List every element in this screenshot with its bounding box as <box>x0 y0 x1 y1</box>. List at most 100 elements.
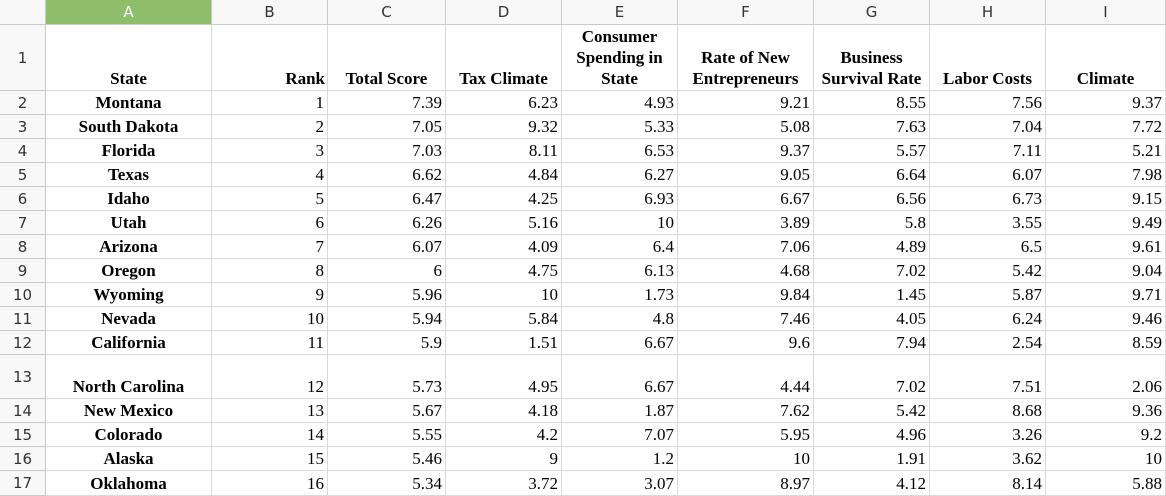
value-cell[interactable]: 10 <box>1046 447 1166 471</box>
value-cell[interactable]: 3.89 <box>678 211 814 235</box>
value-cell[interactable]: 5.67 <box>328 399 446 423</box>
value-cell[interactable]: 9.71 <box>1046 283 1166 307</box>
value-cell[interactable]: 3.72 <box>446 471 562 496</box>
value-cell[interactable]: 9 <box>212 283 328 307</box>
value-cell[interactable]: 5.94 <box>328 307 446 331</box>
value-cell[interactable]: 2.06 <box>1046 355 1166 399</box>
value-cell[interactable]: 3.55 <box>930 211 1046 235</box>
value-cell[interactable]: 6.73 <box>930 187 1046 211</box>
value-cell[interactable]: 9.49 <box>1046 211 1166 235</box>
value-cell[interactable]: 10 <box>446 283 562 307</box>
value-cell[interactable]: 5.88 <box>1046 471 1166 496</box>
value-cell[interactable]: 4.25 <box>446 187 562 211</box>
value-cell[interactable]: 6 <box>328 259 446 283</box>
state-cell[interactable]: South Dakota <box>46 115 212 139</box>
value-cell[interactable]: 4.96 <box>814 423 930 447</box>
column-header-h[interactable]: H <box>930 0 1046 25</box>
value-cell[interactable]: 4.95 <box>446 355 562 399</box>
row-header-4[interactable]: 4 <box>0 139 46 163</box>
column-header-c[interactable]: C <box>328 0 446 25</box>
value-cell[interactable]: 15 <box>212 447 328 471</box>
value-cell[interactable]: 9.37 <box>1046 91 1166 115</box>
value-cell[interactable]: 1.91 <box>814 447 930 471</box>
value-cell[interactable]: 1.51 <box>446 331 562 355</box>
value-cell[interactable]: 9.15 <box>1046 187 1166 211</box>
row-header-5[interactable]: 5 <box>0 163 46 187</box>
value-cell[interactable]: 4.75 <box>446 259 562 283</box>
row-header-7[interactable]: 7 <box>0 211 46 235</box>
row-header-1[interactable]: 1 <box>0 25 46 91</box>
value-cell[interactable]: 4.09 <box>446 235 562 259</box>
value-cell[interactable]: 7.04 <box>930 115 1046 139</box>
column-header-i[interactable]: I <box>1046 0 1166 25</box>
value-cell[interactable]: 8.11 <box>446 139 562 163</box>
value-cell[interactable]: 6.07 <box>930 163 1046 187</box>
value-cell[interactable]: 4.44 <box>678 355 814 399</box>
state-cell[interactable]: New Mexico <box>46 399 212 423</box>
value-cell[interactable]: 7.02 <box>814 355 930 399</box>
value-cell[interactable]: 2.54 <box>930 331 1046 355</box>
header-cell-business-survival[interactable]: Business Survival Rate <box>814 25 930 91</box>
value-cell[interactable]: 7.63 <box>814 115 930 139</box>
value-cell[interactable]: 8.68 <box>930 399 1046 423</box>
value-cell[interactable]: 7.05 <box>328 115 446 139</box>
value-cell[interactable]: 6.26 <box>328 211 446 235</box>
value-cell[interactable]: 1.73 <box>562 283 678 307</box>
value-cell[interactable]: 1 <box>212 91 328 115</box>
value-cell[interactable]: 5.95 <box>678 423 814 447</box>
state-cell[interactable]: Oklahoma <box>46 471 212 496</box>
column-header-b[interactable]: B <box>212 0 328 25</box>
value-cell[interactable]: 9.21 <box>678 91 814 115</box>
value-cell[interactable]: 13 <box>212 399 328 423</box>
value-cell[interactable]: 7.03 <box>328 139 446 163</box>
state-cell[interactable]: Alaska <box>46 447 212 471</box>
value-cell[interactable]: 5.16 <box>446 211 562 235</box>
value-cell[interactable]: 4.18 <box>446 399 562 423</box>
state-cell[interactable]: Colorado <box>46 423 212 447</box>
value-cell[interactable]: 7.06 <box>678 235 814 259</box>
value-cell[interactable]: 4 <box>212 163 328 187</box>
value-cell[interactable]: 9.2 <box>1046 423 1166 447</box>
value-cell[interactable]: 6.07 <box>328 235 446 259</box>
value-cell[interactable]: 6.67 <box>678 187 814 211</box>
state-cell[interactable]: Oregon <box>46 259 212 283</box>
value-cell[interactable]: 2 <box>212 115 328 139</box>
value-cell[interactable]: 3.62 <box>930 447 1046 471</box>
value-cell[interactable]: 9.04 <box>1046 259 1166 283</box>
value-cell[interactable]: 11 <box>212 331 328 355</box>
value-cell[interactable]: 9 <box>446 447 562 471</box>
column-header-f[interactable]: F <box>678 0 814 25</box>
header-cell-consumer-spending[interactable]: Consumer Spending in State <box>562 25 678 91</box>
value-cell[interactable]: 4.8 <box>562 307 678 331</box>
value-cell[interactable]: 7.98 <box>1046 163 1166 187</box>
value-cell[interactable]: 9.46 <box>1046 307 1166 331</box>
value-cell[interactable]: 3.26 <box>930 423 1046 447</box>
value-cell[interactable]: 8.59 <box>1046 331 1166 355</box>
state-cell[interactable]: Arizona <box>46 235 212 259</box>
value-cell[interactable]: 9.32 <box>446 115 562 139</box>
value-cell[interactable]: 4.89 <box>814 235 930 259</box>
value-cell[interactable]: 4.68 <box>678 259 814 283</box>
value-cell[interactable]: 5.57 <box>814 139 930 163</box>
value-cell[interactable]: 8 <box>212 259 328 283</box>
value-cell[interactable]: 6.13 <box>562 259 678 283</box>
value-cell[interactable]: 5.55 <box>328 423 446 447</box>
value-cell[interactable]: 6.53 <box>562 139 678 163</box>
value-cell[interactable]: 4.93 <box>562 91 678 115</box>
value-cell[interactable]: 7.46 <box>678 307 814 331</box>
value-cell[interactable]: 9.36 <box>1046 399 1166 423</box>
value-cell[interactable]: 6.64 <box>814 163 930 187</box>
value-cell[interactable]: 7.02 <box>814 259 930 283</box>
value-cell[interactable]: 9.37 <box>678 139 814 163</box>
value-cell[interactable]: 6.5 <box>930 235 1046 259</box>
row-header-9[interactable]: 9 <box>0 259 46 283</box>
state-cell[interactable]: Idaho <box>46 187 212 211</box>
value-cell[interactable]: 3.07 <box>562 471 678 496</box>
value-cell[interactable]: 1.87 <box>562 399 678 423</box>
state-cell[interactable]: Montana <box>46 91 212 115</box>
value-cell[interactable]: 7.39 <box>328 91 446 115</box>
row-header-16[interactable]: 16 <box>0 447 46 471</box>
value-cell[interactable]: 8.14 <box>930 471 1046 496</box>
row-header-6[interactable]: 6 <box>0 187 46 211</box>
state-cell[interactable]: Utah <box>46 211 212 235</box>
